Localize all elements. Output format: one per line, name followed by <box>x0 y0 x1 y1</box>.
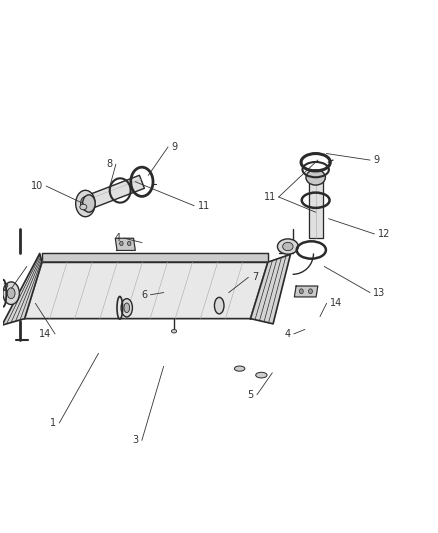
Ellipse shape <box>283 243 293 251</box>
Ellipse shape <box>308 289 312 294</box>
Text: 3: 3 <box>132 435 138 445</box>
Text: 14: 14 <box>39 329 52 339</box>
Text: 8: 8 <box>106 159 113 169</box>
Text: 4: 4 <box>115 233 121 243</box>
Ellipse shape <box>80 204 87 210</box>
Ellipse shape <box>299 289 303 294</box>
Ellipse shape <box>306 170 325 185</box>
Polygon shape <box>42 253 268 262</box>
Text: 1: 1 <box>50 418 56 428</box>
Text: 13: 13 <box>374 288 386 297</box>
Text: 11: 11 <box>198 201 210 211</box>
Ellipse shape <box>83 195 95 212</box>
Text: 9: 9 <box>374 155 380 165</box>
Text: 6: 6 <box>141 290 147 300</box>
Text: 12: 12 <box>378 229 390 239</box>
Text: 7: 7 <box>252 272 258 282</box>
Ellipse shape <box>127 241 131 246</box>
Text: 11: 11 <box>264 192 276 202</box>
Polygon shape <box>115 238 135 251</box>
Ellipse shape <box>277 239 298 254</box>
Ellipse shape <box>121 298 132 317</box>
Ellipse shape <box>81 197 90 211</box>
Text: 10: 10 <box>31 181 43 191</box>
Ellipse shape <box>234 366 245 371</box>
Polygon shape <box>83 175 145 210</box>
Polygon shape <box>25 262 268 319</box>
Ellipse shape <box>76 190 95 217</box>
Text: 4: 4 <box>284 329 290 339</box>
Text: 9: 9 <box>171 142 177 152</box>
Ellipse shape <box>171 329 177 333</box>
Polygon shape <box>251 254 290 324</box>
Ellipse shape <box>256 372 267 378</box>
Text: 14: 14 <box>330 298 342 309</box>
Ellipse shape <box>3 282 19 304</box>
Ellipse shape <box>120 241 123 246</box>
Polygon shape <box>309 177 323 238</box>
Polygon shape <box>294 286 318 297</box>
Polygon shape <box>2 254 42 325</box>
Text: 5: 5 <box>247 390 254 400</box>
Text: 2: 2 <box>2 283 8 293</box>
Ellipse shape <box>215 297 224 314</box>
Ellipse shape <box>124 303 130 312</box>
Ellipse shape <box>7 288 15 298</box>
